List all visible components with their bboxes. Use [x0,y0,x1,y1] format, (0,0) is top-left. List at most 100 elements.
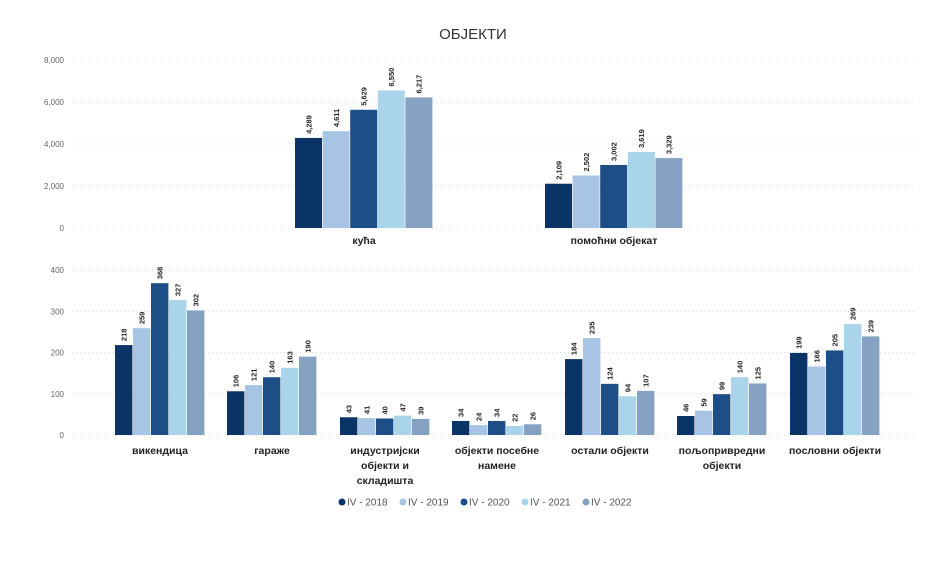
bar [405,97,433,229]
y-tick-label: 0 [60,431,65,440]
bar [281,367,299,435]
bar [637,390,655,435]
legend-label: IV - 2019 [408,498,449,509]
data-label: 140 [736,361,745,374]
bar [545,183,572,228]
data-label: 3,619 [637,129,646,148]
y-tick-label: 8,000 [44,56,65,65]
data-label: 4,289 [304,115,313,134]
bar [677,416,695,435]
bar [470,425,488,435]
y-tick-label: 6,000 [44,98,65,107]
data-label: 34 [457,408,466,417]
category-label: објекти и [361,460,409,472]
data-label: 99 [718,382,727,390]
category-label: остали објекти [571,445,649,457]
category-label: пољопривредни [679,445,766,457]
legend-marker [521,498,529,506]
data-label: 259 [138,312,147,325]
data-label: 327 [174,284,183,297]
data-label: 368 [156,267,165,280]
bar [790,352,808,435]
legend-marker [460,498,468,506]
data-label: 5,629 [360,87,369,106]
data-label: 3,329 [665,135,674,154]
data-label: 47 [399,403,408,411]
category-label: пословни објекти [789,445,881,457]
legend-marker [338,498,346,506]
bar [322,131,350,228]
data-label: 166 [813,350,822,363]
bar [376,418,394,435]
chart-legend: IV - 2018 IV - 2019 IV - 2020 IV - 2021 IV -… [338,498,632,509]
bar [133,328,151,435]
data-label: 107 [642,374,651,387]
bar [844,324,862,435]
bar [601,383,619,435]
category-label: гараже [254,445,290,457]
bar [394,415,412,435]
data-label: 6,217 [415,75,424,94]
y-tick-label: 300 [51,307,65,316]
bar [295,137,322,228]
bar [619,396,637,435]
bar [506,425,524,435]
bar [488,420,506,435]
y-tick-label: 200 [51,349,65,358]
data-label: 205 [831,334,840,347]
category-label: индустријски [350,445,420,457]
legend-label: IV - 2020 [469,498,510,509]
bar [245,385,263,435]
data-label: 125 [754,367,763,380]
data-label: 59 [700,398,709,406]
legend-label: IV - 2018 [347,498,388,509]
bar [572,175,600,228]
bar [749,383,767,435]
data-label: 24 [475,412,484,421]
data-label: 40 [381,406,390,414]
bar [299,356,317,435]
chart-panel-bottom: 0 100 200 300 400 218 259 368 327 302 викендица 106… [51,266,915,487]
bar [627,152,655,228]
bar [377,90,405,228]
bar [565,359,583,435]
bar [808,366,826,435]
data-label: 239 [867,320,876,333]
bar [169,300,187,435]
y-tick-label: 100 [51,390,65,399]
data-label: 124 [606,367,615,380]
bar [600,164,628,228]
data-label: 26 [529,412,538,420]
y-tick-label: 2,000 [44,182,65,191]
bar [227,391,245,435]
bar [340,417,358,435]
bar [263,377,281,435]
data-label: 41 [363,406,372,414]
bar [151,283,169,435]
category-label: складишта [357,475,414,487]
data-label: 94 [624,383,633,392]
y-tick-label: 4,000 [44,140,65,149]
legend-label: IV - 2022 [591,498,632,509]
data-label: 39 [417,407,426,415]
legend-marker [582,498,590,506]
legend-label: IV - 2021 [530,498,571,509]
bar [350,109,378,228]
data-label: 184 [570,342,579,355]
data-label: 218 [120,329,129,342]
data-label: 302 [192,294,201,307]
data-label: 106 [232,375,241,388]
data-label: 199 [795,336,804,349]
bar [524,424,542,435]
data-label: 34 [493,408,502,417]
bar [412,418,430,435]
bar [452,420,470,435]
data-label: 190 [304,340,313,353]
category-label: викендица [132,445,188,457]
category-label: објекти [703,460,742,472]
chart-title: ОБЈЕКТИ [439,26,507,43]
chart-panel-top: 0 2,000 4,000 6,000 8,000 4,289 4,611 5,629 6,55… [44,56,915,247]
category-label: објекти посебне [455,445,539,457]
bar [583,338,601,435]
